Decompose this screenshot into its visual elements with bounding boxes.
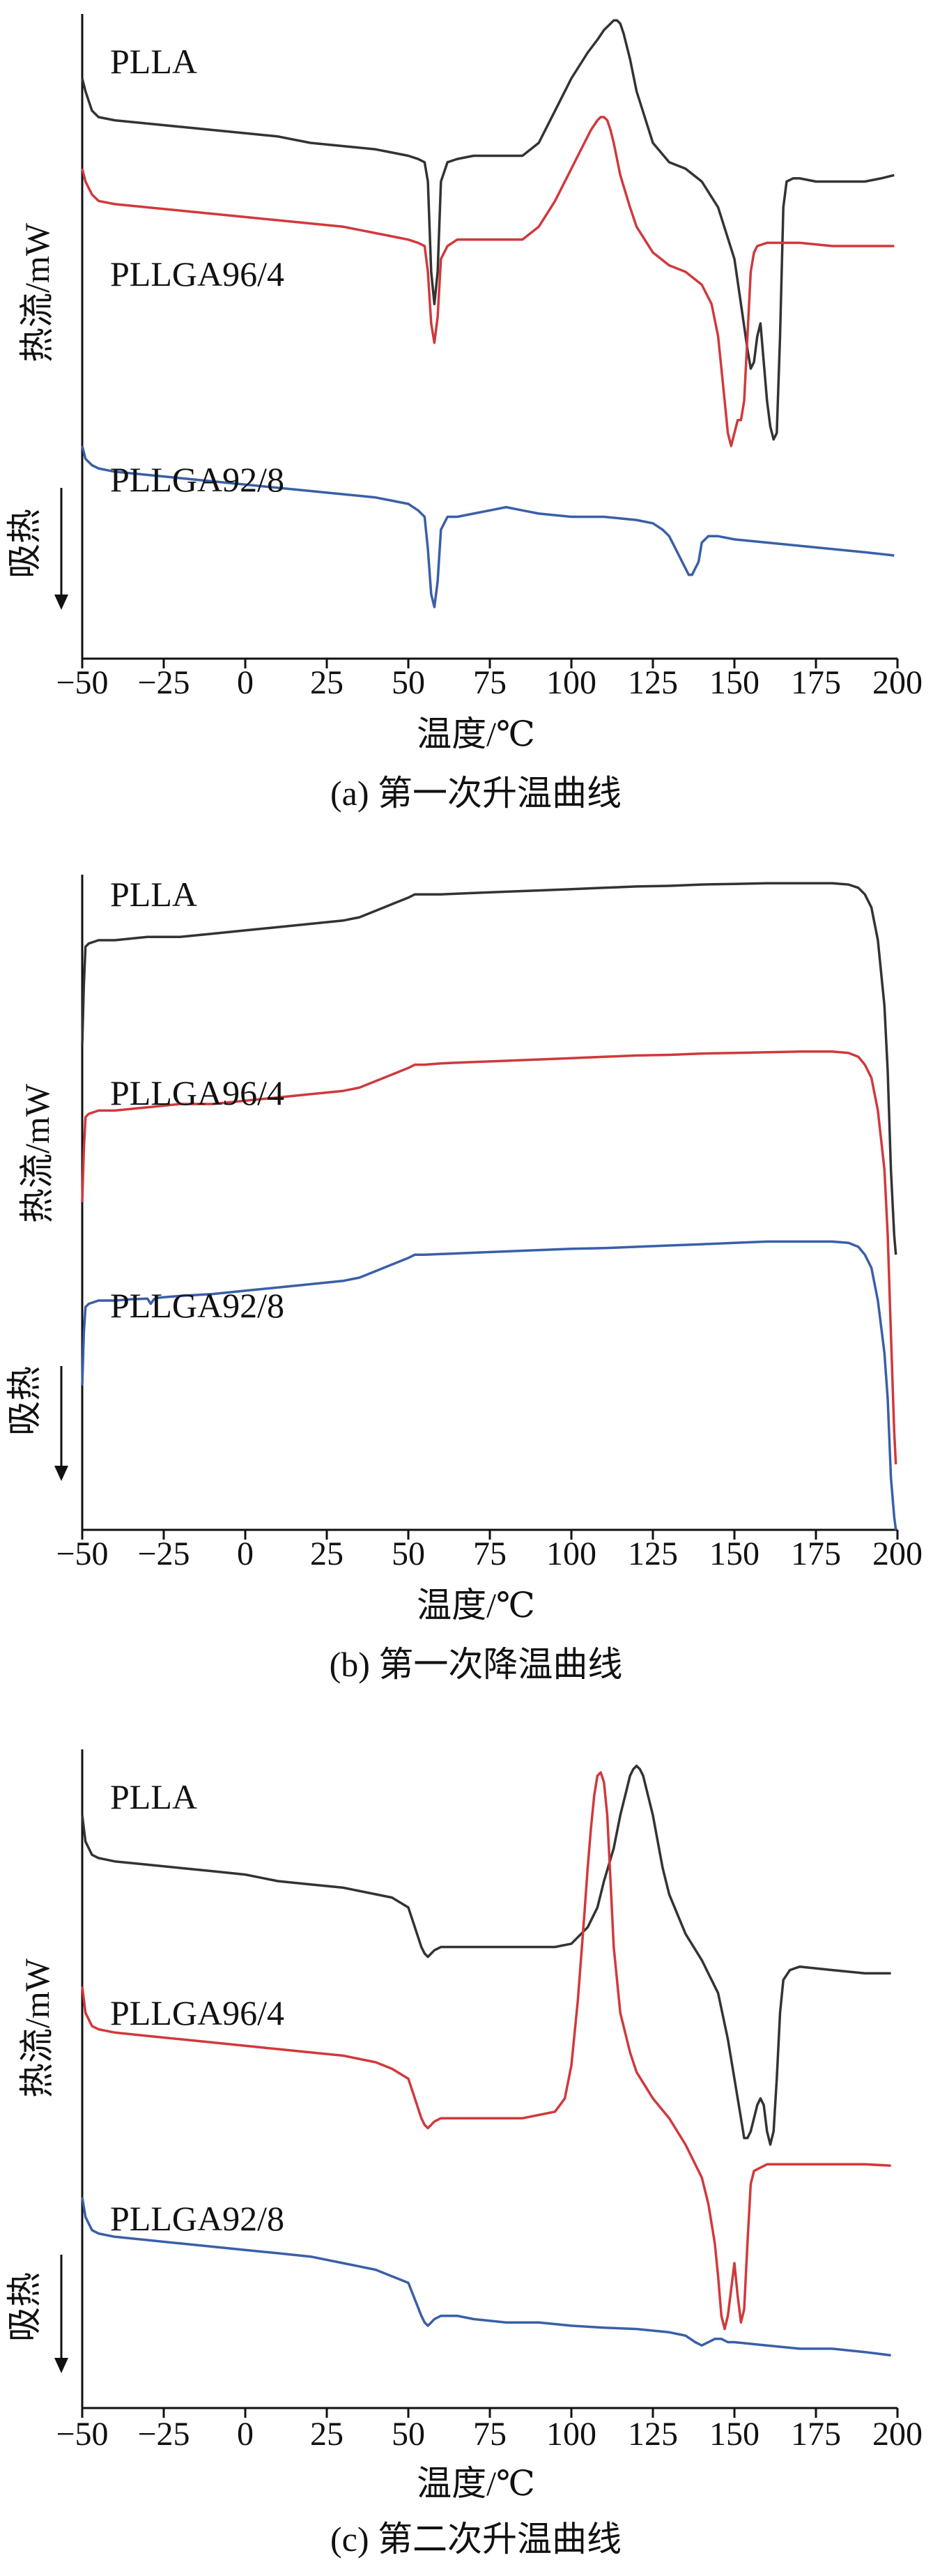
x-tick-label: 200 bbox=[872, 1535, 923, 1572]
x-tick-label: 125 bbox=[628, 2416, 678, 2453]
x-tick-label: 150 bbox=[709, 2416, 759, 2453]
panel-caption: (b) 第一次降温曲线 bbox=[330, 1645, 623, 1684]
endotherm-label: 吸热 bbox=[5, 2272, 44, 2342]
x-tick-label: 175 bbox=[791, 1535, 841, 1572]
x-tick-label: 0 bbox=[237, 2416, 254, 2453]
x-tick-label: 200 bbox=[872, 664, 923, 701]
x-tick-label: −50 bbox=[56, 1535, 108, 1572]
series-line-pllga92-8 bbox=[81, 445, 895, 608]
series-label: PLLGA96/4 bbox=[110, 254, 284, 293]
x-tick-label: 50 bbox=[392, 2416, 425, 2453]
x-tick-label: 25 bbox=[310, 664, 344, 701]
panel-c: −50 −25 0 25 50 75 100 125 150 175 200 PLLA PLLGA96/… bbox=[5, 1749, 923, 2559]
x-tick-label: 125 bbox=[628, 664, 678, 701]
x-tick-label: 0 bbox=[237, 664, 254, 701]
series-line-plla bbox=[81, 1764, 891, 2146]
series-label: PLLA bbox=[110, 1777, 197, 1816]
y-axis-title: 热流/mW bbox=[17, 1958, 56, 2098]
x-tick-label: 175 bbox=[791, 2416, 841, 2453]
x-tick-label: −50 bbox=[56, 2416, 108, 2453]
endotherm-label: 吸热 bbox=[5, 509, 44, 578]
x-tick-label: −25 bbox=[137, 1535, 190, 1572]
series-label: PLLGA92/8 bbox=[110, 2199, 284, 2238]
x-axis-title: 温度/℃ bbox=[417, 2464, 535, 2503]
y-axis-title: 热流/mW bbox=[17, 222, 56, 362]
x-tick-label: 25 bbox=[310, 1535, 344, 1572]
series-label: PLLGA96/4 bbox=[110, 1073, 284, 1112]
x-tick-label: 75 bbox=[473, 2416, 507, 2453]
series-line-pllga96-4 bbox=[81, 1050, 897, 1465]
x-tick-label: 50 bbox=[392, 664, 425, 701]
x-tick-label: −25 bbox=[137, 664, 190, 701]
x-tick-label: 175 bbox=[791, 664, 841, 701]
x-tick-label: 0 bbox=[237, 1535, 254, 1572]
panel-a: −50 −25 0 25 50 75 100 125 150 175 200 PLLA PLLGA96/… bbox=[5, 14, 923, 813]
x-tick-label: 25 bbox=[310, 2416, 344, 2453]
series-label: PLLA bbox=[110, 42, 197, 81]
x-tick-label: 50 bbox=[392, 1535, 425, 1572]
x-tick-label: −25 bbox=[137, 2416, 190, 2453]
x-axis-title: 温度/℃ bbox=[417, 1586, 535, 1625]
x-tick-label: 150 bbox=[709, 1535, 759, 1572]
series-label: PLLGA92/8 bbox=[110, 460, 284, 499]
y-axis-title: 热流/mW bbox=[17, 1083, 56, 1223]
panel-caption: (a) 第一次升温曲线 bbox=[330, 774, 622, 813]
series-line-pllga92-8 bbox=[81, 2197, 891, 2357]
series-line-plla bbox=[81, 19, 895, 441]
endotherm-arrow-head bbox=[54, 2358, 68, 2373]
x-tick-label: 100 bbox=[546, 664, 596, 701]
x-tick-label: 75 bbox=[473, 664, 507, 701]
series-line-pllga96-4 bbox=[81, 1771, 891, 2331]
x-tick-label: 75 bbox=[473, 1535, 507, 1572]
panel-caption: (c) 第二次升温曲线 bbox=[330, 2520, 622, 2559]
x-tick-label: 125 bbox=[628, 1535, 678, 1572]
endotherm-label: 吸热 bbox=[5, 1366, 44, 1436]
series-label: PLLA bbox=[110, 875, 197, 914]
x-tick-label: 100 bbox=[546, 1535, 596, 1572]
panel-b: −50 −25 0 25 50 75 100 125 150 175 200 PLLA PLLGA96/… bbox=[5, 875, 923, 1684]
series-label: PLLGA92/8 bbox=[110, 1286, 284, 1325]
x-tick-label: 100 bbox=[546, 2416, 596, 2453]
x-tick-label: 150 bbox=[709, 664, 759, 701]
series-line-pllga92-8 bbox=[81, 1240, 897, 1531]
x-tick-label: 200 bbox=[872, 2416, 923, 2453]
endotherm-arrow-head bbox=[54, 595, 68, 610]
series-line-plla bbox=[81, 882, 897, 1255]
series-line-pllga96-4 bbox=[81, 116, 895, 447]
x-axis-title: 温度/℃ bbox=[417, 714, 535, 753]
series-label: PLLGA96/4 bbox=[110, 1993, 284, 2032]
x-tick-label: −50 bbox=[56, 664, 108, 701]
endotherm-arrow-head bbox=[54, 1466, 68, 1481]
